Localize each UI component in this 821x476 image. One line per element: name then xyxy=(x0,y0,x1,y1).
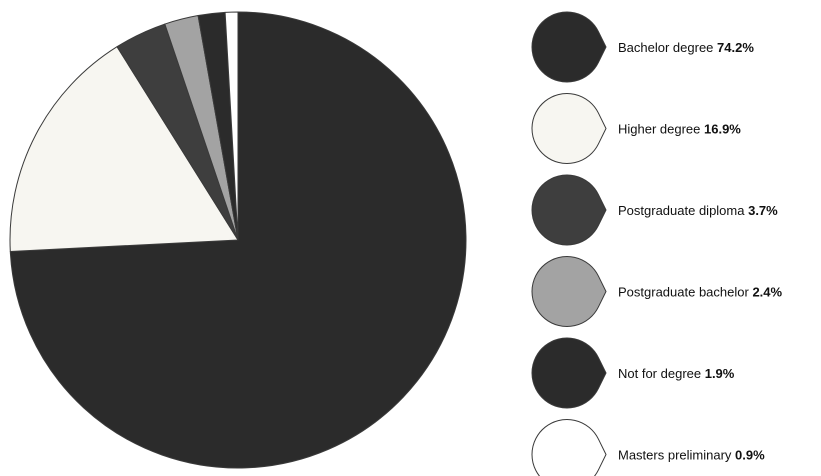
legend-marker xyxy=(531,11,607,83)
pie-slice-higher-degree xyxy=(9,46,239,252)
legend-marker xyxy=(531,256,607,327)
legend-marker xyxy=(531,174,607,246)
legend-label: Postgraduate bachelor 2.4% xyxy=(618,285,783,300)
legend-category: Masters preliminary xyxy=(618,448,735,463)
legend-item: Higher degree 16.9% xyxy=(531,93,741,164)
legend-item: Masters preliminary 0.9% xyxy=(531,419,765,476)
legend-value: 1.9% xyxy=(705,366,735,381)
legend-value: 74.2% xyxy=(717,40,754,55)
pie-slice-masters-preliminary xyxy=(224,11,239,241)
legend-marker xyxy=(531,419,607,476)
legend-value: 0.9% xyxy=(735,448,765,463)
legend-item: Bachelor degree 74.2% xyxy=(531,11,754,83)
legend: Bachelor degree 74.2% Higher degree 16.9%… xyxy=(531,11,783,476)
legend-category: Postgraduate bachelor xyxy=(618,285,752,300)
pie-slices xyxy=(9,11,467,469)
legend-item: Postgraduate diploma 3.7% xyxy=(531,174,778,246)
legend-value: 16.9% xyxy=(704,122,741,137)
legend-item: Postgraduate bachelor 2.4% xyxy=(531,256,783,327)
legend-item: Not for degree 1.9% xyxy=(531,337,735,409)
legend-label: Postgraduate diploma 3.7% xyxy=(618,203,778,218)
legend-category: Bachelor degree xyxy=(618,40,717,55)
legend-label: Higher degree 16.9% xyxy=(618,122,741,137)
legend-label: Not for degree 1.9% xyxy=(618,366,735,381)
legend-category: Postgraduate diploma xyxy=(618,203,748,218)
legend-category: Higher degree xyxy=(618,122,704,137)
legend-label: Masters preliminary 0.9% xyxy=(618,448,765,463)
legend-label: Bachelor degree 74.2% xyxy=(618,40,754,55)
legend-marker xyxy=(531,93,607,164)
legend-value: 2.4% xyxy=(752,285,782,300)
legend-category: Not for degree xyxy=(618,366,705,381)
legend-marker xyxy=(531,337,607,409)
legend-value: 3.7% xyxy=(748,203,778,218)
